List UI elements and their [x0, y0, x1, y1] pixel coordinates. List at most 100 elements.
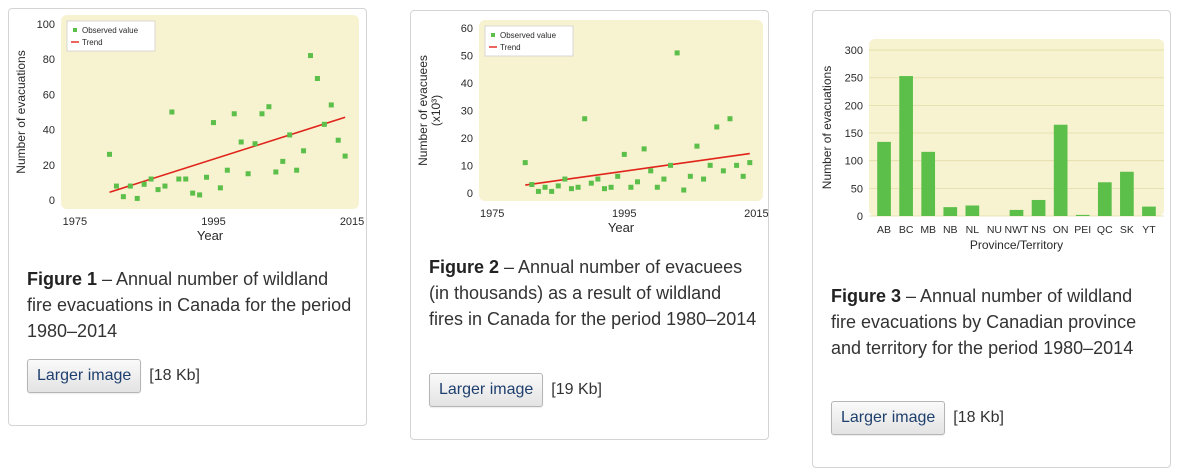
- data-point: [287, 132, 293, 138]
- data-point: [522, 160, 528, 166]
- figure-3-caption: Figure 3 – Annual number of wildland fir…: [831, 283, 1161, 361]
- y-axis-label: Number of evacuations: [820, 66, 834, 189]
- data-point: [529, 182, 535, 188]
- figure-1-scatter-chart: 0 20 40 60 80 100 1975 1995 2015 Year Number of ev…: [14, 15, 364, 243]
- data-point: [280, 158, 286, 164]
- data-point: [162, 183, 168, 189]
- bar: [921, 151, 936, 216]
- data-point: [555, 183, 561, 189]
- data-point: [720, 168, 726, 174]
- x-tick-label: NWT: [1005, 224, 1029, 236]
- legend-label-observed: Observed value: [82, 26, 139, 35]
- y-axis-unit-label: (x10³): [429, 95, 443, 126]
- data-point: [635, 179, 641, 185]
- data-point: [259, 111, 265, 117]
- data-point: [654, 184, 660, 190]
- data-point: [568, 186, 574, 192]
- legend-label-trend: Trend: [500, 43, 521, 52]
- y-tick-label: 60: [461, 23, 473, 35]
- data-point: [266, 104, 272, 110]
- y-tick-label: 250: [845, 73, 863, 85]
- y-tick-label: 30: [461, 106, 473, 118]
- data-point: [307, 53, 313, 59]
- data-point: [648, 168, 654, 174]
- legend-label-trend: Trend: [82, 38, 103, 47]
- figure-1-caption: Figure 1 – Annual number of wildland fir…: [27, 266, 357, 344]
- data-point: [210, 120, 216, 126]
- data-point: [328, 102, 334, 108]
- figure-3-larger-image-button[interactable]: Larger image: [831, 401, 946, 435]
- x-tick-label: ON: [1053, 224, 1069, 236]
- x-tick-label: AB: [877, 224, 891, 236]
- y-tick-label: 60: [43, 89, 55, 101]
- data-point: [169, 109, 175, 115]
- data-point: [335, 137, 341, 143]
- x-tick-label: 1995: [612, 208, 636, 220]
- y-tick-label: 20: [461, 133, 473, 145]
- data-point: [641, 146, 647, 152]
- data-point: [294, 167, 300, 173]
- data-point: [687, 173, 693, 179]
- data-point: [314, 75, 320, 81]
- figure-2-button-row: Larger image [19 Kb]: [429, 373, 602, 407]
- data-point: [148, 176, 154, 182]
- bar: [1031, 199, 1046, 216]
- y-tick-label: 80: [43, 54, 55, 66]
- data-point: [176, 176, 182, 182]
- bar: [1097, 182, 1112, 216]
- figure-1-card: 0 20 40 60 80 100 1975 1995 2015 Year Number of ev…: [8, 8, 367, 426]
- figure-2-card: 0 10 20 30 40 50 60 1975 1995 2015 Year Number of e…: [410, 10, 769, 440]
- figure-3-caption-text: – Annual number of wildland fire evacuat…: [831, 286, 1137, 358]
- x-tick-label: PEI: [1074, 224, 1091, 236]
- figure-2-file-size: [19 Kb]: [551, 381, 602, 398]
- figure-2-caption: Figure 2 – Annual number of evacuees (in…: [429, 254, 759, 332]
- figure-3-button-row: Larger image [18 Kb]: [831, 401, 1004, 435]
- data-point: [321, 121, 327, 127]
- data-point: [190, 190, 196, 196]
- x-tick-label: YT: [1142, 224, 1156, 236]
- bar: [965, 205, 980, 216]
- bar: [1009, 209, 1024, 216]
- bar: [1075, 214, 1090, 216]
- data-point: [714, 124, 720, 130]
- data-point: [582, 116, 588, 122]
- bar: [1053, 124, 1068, 216]
- y-tick-label: 100: [37, 19, 55, 31]
- x-tick-label: NB: [943, 224, 958, 236]
- data-point: [747, 160, 753, 166]
- data-point: [252, 141, 258, 147]
- figure-1-larger-image-button[interactable]: Larger image: [27, 359, 142, 393]
- y-axis-label: Number of evacuations: [14, 50, 28, 173]
- x-tick-label: NL: [966, 224, 980, 236]
- figure-2-larger-image-button[interactable]: Larger image: [429, 373, 544, 407]
- y-tick-label: 40: [461, 78, 473, 90]
- data-point: [238, 139, 244, 145]
- data-point: [608, 184, 614, 190]
- figure-2-caption-label: Figure 2: [429, 257, 500, 277]
- data-point: [681, 187, 687, 193]
- data-point: [245, 171, 251, 177]
- figure-1-caption-label: Figure 1: [27, 269, 98, 289]
- legend-marker-observed: [491, 33, 495, 37]
- y-tick-label: 10: [461, 160, 473, 172]
- data-point: [224, 167, 230, 173]
- data-point: [727, 116, 733, 122]
- data-point: [183, 176, 189, 182]
- figure-1-button-row: Larger image [18 Kb]: [27, 359, 200, 393]
- x-tick-label: MB: [920, 224, 936, 236]
- data-point: [231, 111, 237, 117]
- data-point: [273, 169, 279, 175]
- data-point: [542, 184, 548, 190]
- data-point: [694, 143, 700, 149]
- x-tick-label: 1975: [480, 208, 504, 220]
- data-point: [601, 186, 607, 192]
- data-point: [615, 173, 621, 179]
- bar: [877, 141, 891, 216]
- data-point: [628, 184, 634, 190]
- x-tick-label: 2015: [744, 208, 768, 220]
- figure-3-caption-label: Figure 3: [831, 286, 902, 306]
- data-point: [134, 195, 140, 201]
- x-tick-label: 2015: [340, 216, 364, 228]
- x-tick-label: SK: [1120, 224, 1134, 236]
- figure-1-caption-text: – Annual number of wildland fire evacuat…: [27, 269, 352, 341]
